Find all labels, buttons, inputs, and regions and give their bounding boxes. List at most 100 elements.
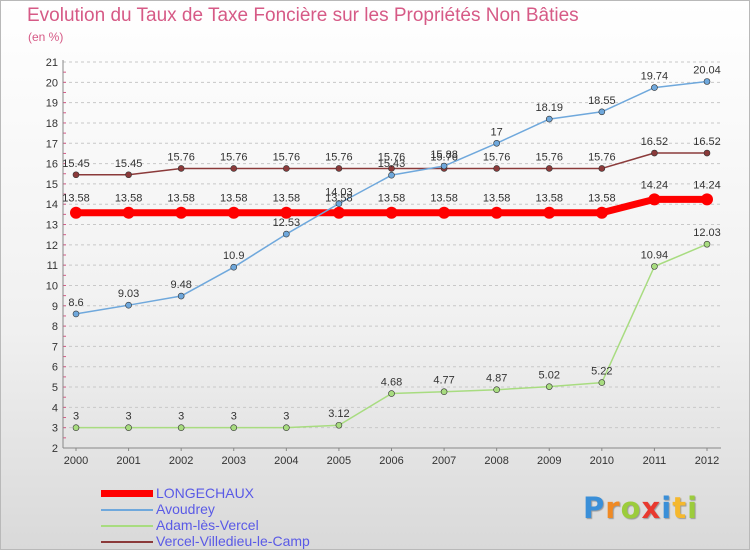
data-point	[125, 424, 132, 431]
data-point	[595, 206, 608, 219]
data-label: 13.58	[62, 193, 90, 205]
data-point	[648, 193, 661, 206]
data-point	[125, 171, 132, 179]
data-label: 9.03	[118, 288, 139, 300]
legend-swatch	[101, 509, 153, 511]
data-label: 15.45	[62, 158, 90, 170]
data-label: 15.76	[273, 151, 301, 163]
data-point	[493, 386, 500, 393]
data-point	[703, 78, 711, 85]
logo-letter: r	[605, 491, 621, 525]
data-label: 10.9	[223, 250, 244, 262]
logo-letter: x	[641, 491, 662, 525]
data-point	[388, 165, 395, 172]
data-point	[125, 301, 132, 309]
data-label: 13.58	[430, 193, 458, 205]
x-tick-label: 2001	[116, 455, 140, 467]
data-label: 15.76	[483, 151, 511, 163]
data-label: 3	[73, 411, 79, 423]
y-tick-label: 9	[52, 301, 58, 313]
data-label: 14.03	[325, 187, 353, 199]
data-point	[280, 206, 293, 219]
data-label: 12.53	[273, 217, 301, 229]
data-point	[175, 206, 188, 219]
data-label: 10.94	[641, 249, 669, 261]
y-tick-label: 19	[46, 98, 58, 110]
data-point	[388, 390, 395, 397]
legend-label-adam-les-vercel: Adam-lès-Vercel	[156, 517, 259, 533]
data-label: 4.87	[486, 373, 507, 385]
data-point	[177, 165, 185, 172]
data-label: 15.88	[430, 149, 458, 161]
data-label: 15.76	[167, 151, 195, 163]
x-tick-label: 2002	[169, 455, 193, 467]
data-label: 3	[231, 411, 237, 423]
data-label: 19.74	[641, 71, 669, 83]
y-tick-label: 17	[46, 138, 58, 150]
y-tick-label: 21	[46, 57, 58, 69]
data-point	[493, 165, 500, 172]
chart-title: Evolution du Taux de Taxe Foncière sur l…	[27, 5, 579, 26]
data-point	[227, 206, 240, 219]
logo-letter: t	[672, 491, 688, 525]
data-point	[545, 383, 553, 390]
data-label: 5.22	[591, 366, 612, 378]
data-label: 3	[283, 411, 289, 423]
x-tick-label: 2000	[64, 455, 88, 467]
legend-swatch	[101, 490, 153, 497]
data-point	[440, 388, 448, 396]
data-label: 18.55	[588, 95, 616, 107]
data-point	[230, 165, 238, 172]
x-tick-label: 2012	[695, 455, 719, 467]
data-point	[598, 108, 606, 116]
data-point	[545, 115, 553, 123]
data-point	[283, 230, 290, 238]
data-label: 13.58	[535, 193, 563, 205]
y-tick-label: 15	[46, 179, 58, 191]
legend-swatch	[101, 525, 153, 527]
y-tick-label: 5	[52, 382, 58, 394]
data-label: 15.43	[378, 158, 406, 170]
x-tick-label: 2009	[537, 455, 561, 467]
y-tick-label: 4	[52, 402, 58, 414]
data-label: 13.58	[115, 193, 143, 205]
x-tick-label: 2005	[327, 455, 351, 467]
data-point	[651, 263, 658, 270]
y-tick-label: 6	[52, 362, 58, 374]
data-point	[177, 424, 185, 431]
data-label: 13.58	[483, 193, 511, 205]
data-label: 3	[126, 411, 132, 423]
data-point	[493, 139, 500, 147]
legend-label-longechaux: LONGECHAUX	[156, 485, 255, 501]
y-tick-label: 18	[46, 118, 58, 130]
data-label: 15.76	[535, 151, 563, 163]
data-label: 16.52	[693, 136, 721, 148]
y-tick-label: 16	[46, 159, 58, 171]
data-point	[177, 292, 185, 300]
data-point	[230, 424, 238, 431]
data-point	[490, 206, 503, 219]
x-tick-label: 2008	[484, 455, 508, 467]
data-label: 13.58	[588, 193, 616, 205]
data-point	[440, 162, 448, 170]
y-tick-label: 11	[47, 260, 58, 272]
data-point	[72, 310, 80, 318]
data-point	[283, 424, 290, 431]
y-tick-label: 20	[46, 77, 58, 89]
data-label: 3.12	[328, 408, 349, 420]
data-label: 4.68	[381, 377, 402, 389]
data-point	[72, 424, 80, 431]
data-point	[703, 149, 711, 157]
data-point	[545, 165, 553, 172]
data-label: 14.24	[641, 179, 669, 191]
legend-label-vercel-villedieu: Vercel-Villedieu-le-Camp	[156, 533, 310, 549]
x-tick-label: 2006	[379, 455, 403, 467]
data-label: 4.77	[433, 375, 454, 387]
data-point	[651, 84, 658, 91]
logo-letter: i	[661, 491, 673, 525]
data-point	[543, 206, 556, 219]
data-point	[230, 263, 238, 271]
logo-letter: i	[687, 491, 699, 525]
data-point	[72, 171, 80, 179]
